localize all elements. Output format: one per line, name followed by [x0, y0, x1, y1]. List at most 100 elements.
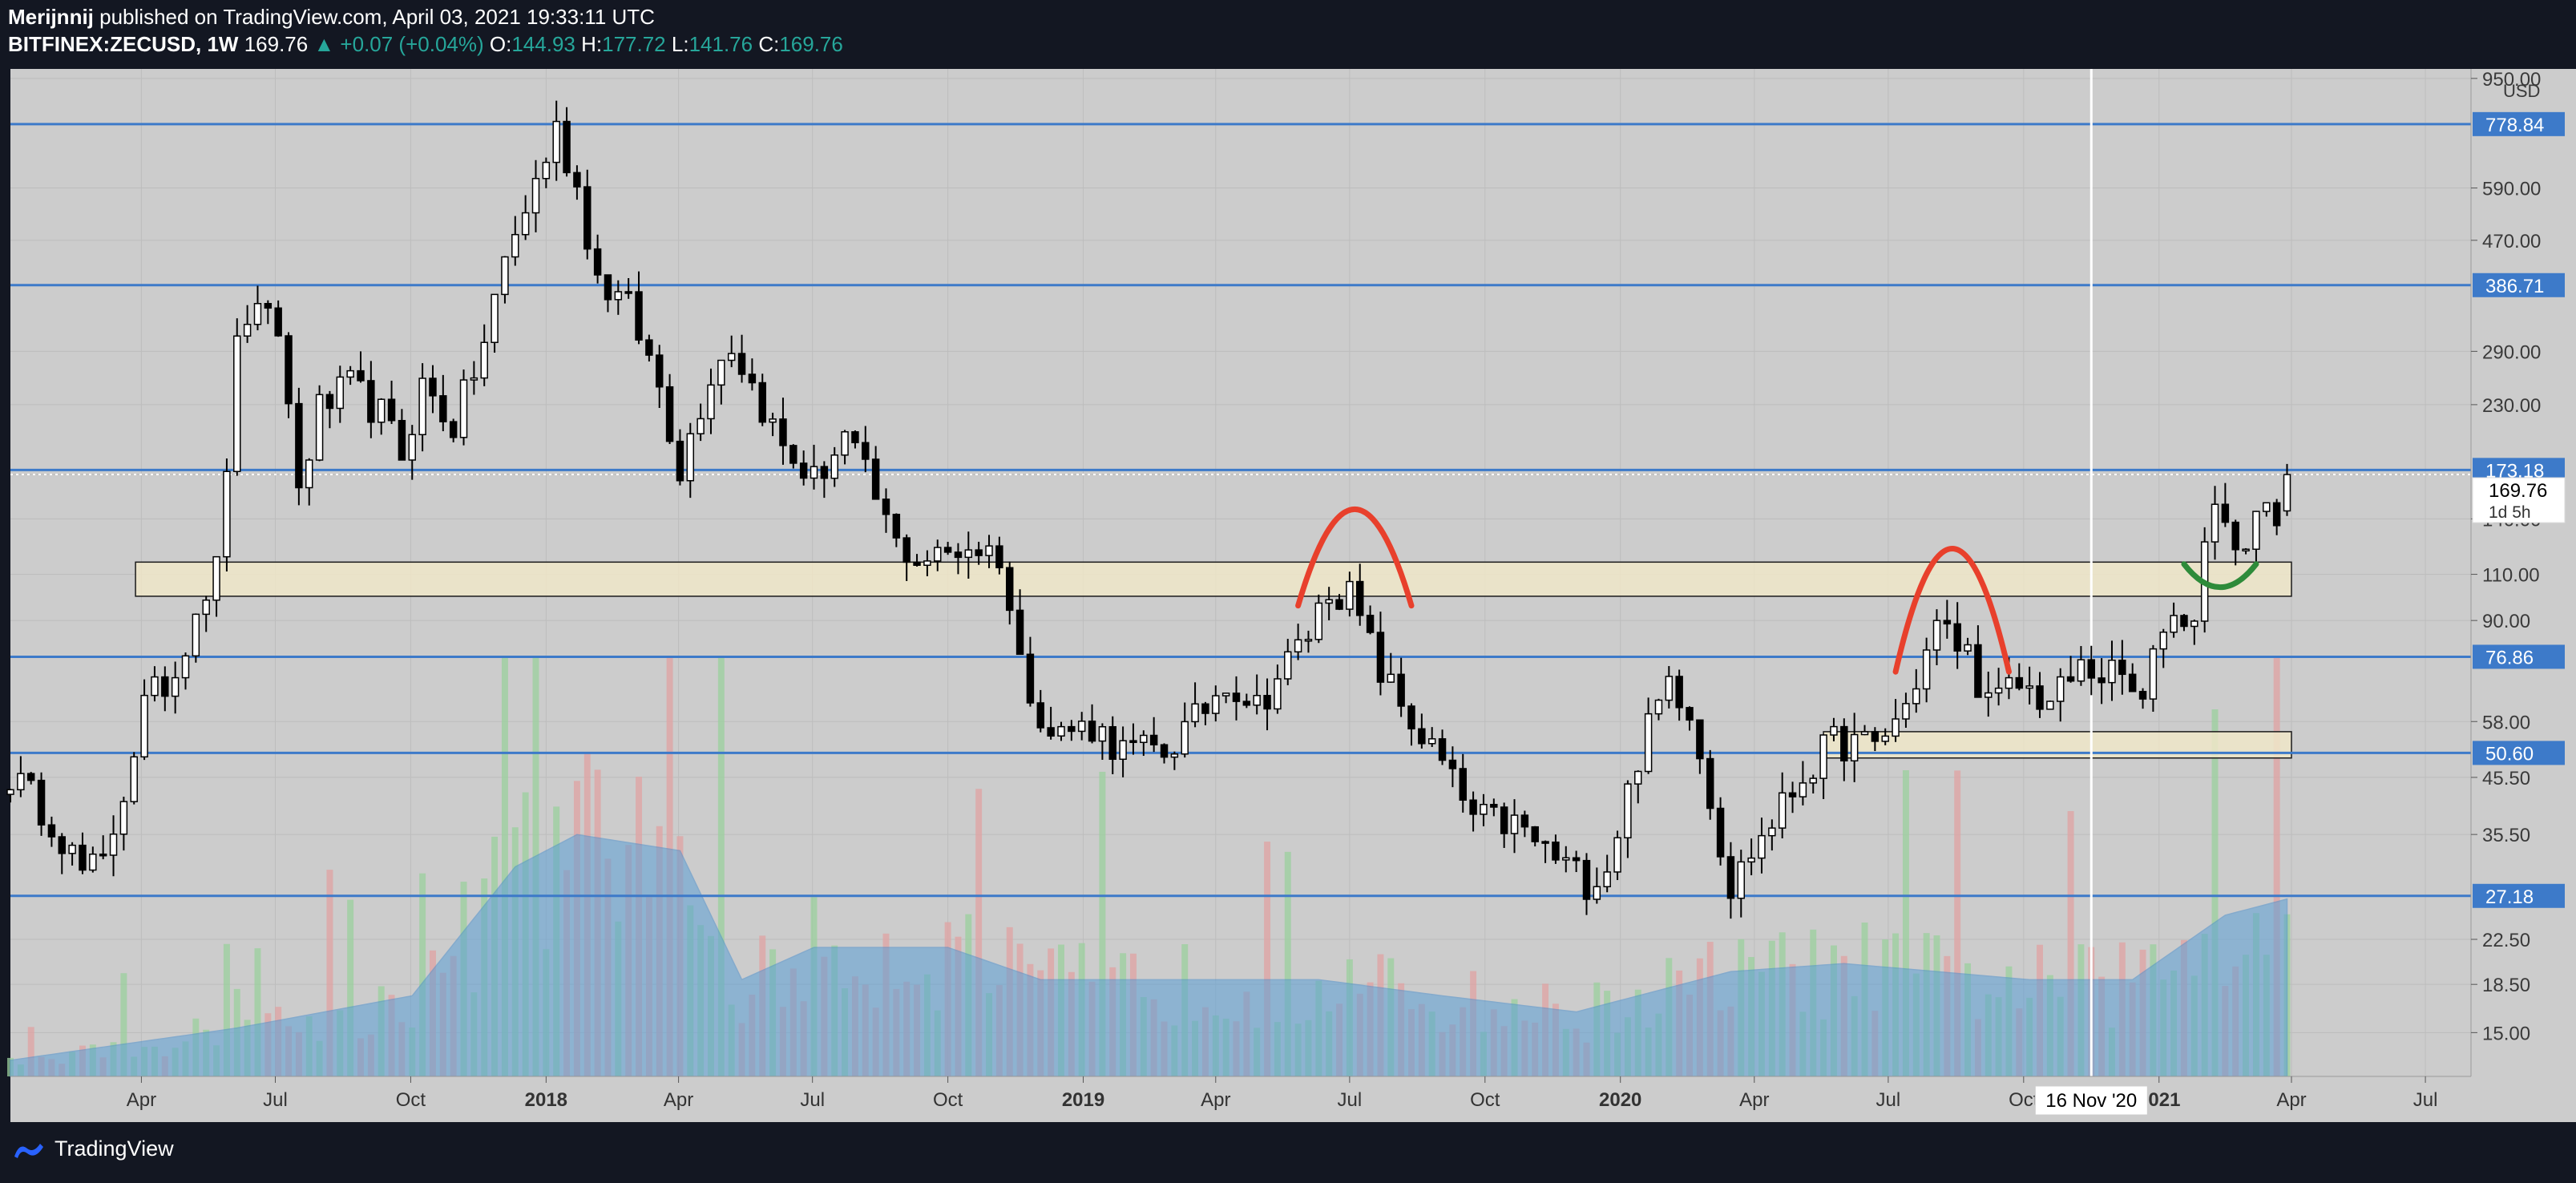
candle-down	[737, 353, 746, 375]
tradingview-logo-icon	[14, 1143, 43, 1158]
candle-down	[1242, 701, 1251, 706]
volume-bar	[1099, 771, 1106, 1076]
price-unit-label: USD	[2503, 81, 2540, 101]
candle-up	[1077, 721, 1086, 733]
candle-down	[1149, 734, 1158, 745]
candle-down	[2036, 685, 2044, 710]
candle-up	[1850, 733, 1859, 762]
level-badge-label: 27.18	[2485, 886, 2534, 908]
candle-up	[1304, 639, 1313, 642]
time-tick-label: Jul	[1338, 1089, 1363, 1111]
candle-up	[614, 291, 623, 301]
price-chart[interactable]: 15.00 18.50 22.50 35.50 45.50 58.00 90.00 110.0…	[0, 0, 2576, 1122]
candle-up	[923, 560, 931, 567]
candle-down	[295, 402, 303, 489]
author-name[interactable]: Merijnnij	[8, 5, 94, 29]
candle-down	[1448, 759, 1457, 769]
candle-up	[1902, 703, 1910, 720]
candle-up	[336, 376, 345, 410]
candle-up	[408, 434, 416, 461]
time-tick-label: Oct	[1470, 1089, 1500, 1111]
time-tick-label: 2020	[1599, 1089, 1641, 1111]
candle-up	[6, 789, 14, 795]
candle-up	[2263, 502, 2271, 512]
candle-up	[2046, 701, 2054, 710]
candle-down	[1500, 806, 1508, 834]
level-badge	[2473, 883, 2565, 908]
candle-up	[181, 655, 190, 679]
candle-down	[325, 394, 334, 410]
candle-down	[913, 561, 921, 567]
price-tick-label: 58.00	[2482, 712, 2530, 733]
candle-up	[552, 120, 560, 164]
candle-up	[964, 549, 973, 559]
red-arc	[1295, 506, 1415, 609]
candle-up	[1098, 726, 1107, 742]
candle-down	[1706, 757, 1714, 810]
candle-down	[1943, 620, 1952, 625]
candle-down	[1108, 726, 1116, 761]
candle-down	[1552, 842, 1560, 861]
volume-bar	[1284, 851, 1291, 1076]
candle-up	[1778, 792, 1787, 829]
candle-down	[58, 836, 66, 854]
candle-up	[1284, 651, 1292, 680]
candle-down	[1047, 727, 1055, 737]
candle-down	[387, 398, 396, 422]
candle-up	[2056, 676, 2065, 702]
candle-down	[1335, 599, 1343, 610]
level-badge-label: 50.60	[2485, 743, 2534, 765]
candle-down	[1005, 567, 1014, 612]
volume-bar	[27, 1027, 34, 1076]
ohlc-legend: BITFINEX:ZECUSD, 1W 169.76 ▲ +0.07 (+0.0…	[8, 32, 843, 57]
candle-up	[2252, 511, 2260, 550]
candle-down	[1582, 859, 1591, 900]
candle-down	[398, 419, 406, 461]
candle-up	[1819, 734, 1827, 779]
candle-up	[459, 379, 468, 438]
candle-up	[2025, 685, 2033, 689]
candle-down	[563, 120, 571, 174]
price-axis-bg	[2471, 69, 2576, 1076]
time-axis[interactable]: Apr Jul Oct 2018 Apr Jul Oct 2019 Apr Jul Oct 2020 A…	[10, 1076, 2576, 1122]
candle-down	[47, 824, 56, 838]
time-tick-label: Jul	[263, 1089, 288, 1111]
candle-up	[2108, 660, 2116, 684]
time-tick-label: Oct	[396, 1089, 426, 1111]
candle-up	[1809, 777, 1817, 784]
candle-down	[655, 354, 664, 388]
candle-up	[686, 433, 695, 482]
candle-up	[1758, 834, 1766, 859]
time-tick-label: 2018	[525, 1089, 567, 1111]
candle-down	[1026, 653, 1035, 704]
price-tick-label: 230.00	[2482, 395, 2541, 417]
symbol-label[interactable]: BITFINEX:ZECUSD, 1W	[8, 32, 239, 56]
candle-up	[1984, 692, 1993, 698]
volume-bar	[347, 899, 354, 1076]
candle-down	[367, 380, 375, 423]
candle-down	[676, 440, 684, 482]
candle-down	[2138, 690, 2147, 700]
candle-up	[1221, 692, 1230, 696]
candle-up	[2077, 659, 2085, 682]
price-tick-label: 950.00	[2482, 69, 2541, 91]
candle-up	[1922, 649, 1931, 690]
brand[interactable]: TradingView	[11, 1137, 174, 1161]
candle-down	[1015, 609, 1024, 656]
candle-up	[1294, 639, 1302, 653]
candle-down	[892, 514, 901, 539]
candle-up	[769, 418, 777, 423]
candle-up	[192, 613, 200, 657]
candle-up	[1737, 861, 1746, 899]
volume-bar	[2211, 709, 2219, 1076]
price-axis[interactable]: 15.00 18.50 22.50 35.50 45.50 58.00 90.00 110.0…	[2470, 69, 2576, 1076]
candle-down	[799, 462, 808, 479]
candle-down	[902, 537, 910, 563]
candle-down	[285, 335, 293, 405]
candle-up	[130, 756, 138, 802]
candle-up	[1387, 673, 1395, 683]
level-badge-label: 386.71	[2485, 276, 2544, 297]
candle-up	[707, 384, 715, 420]
candle-up	[1212, 695, 1220, 714]
candle-down	[624, 291, 632, 294]
